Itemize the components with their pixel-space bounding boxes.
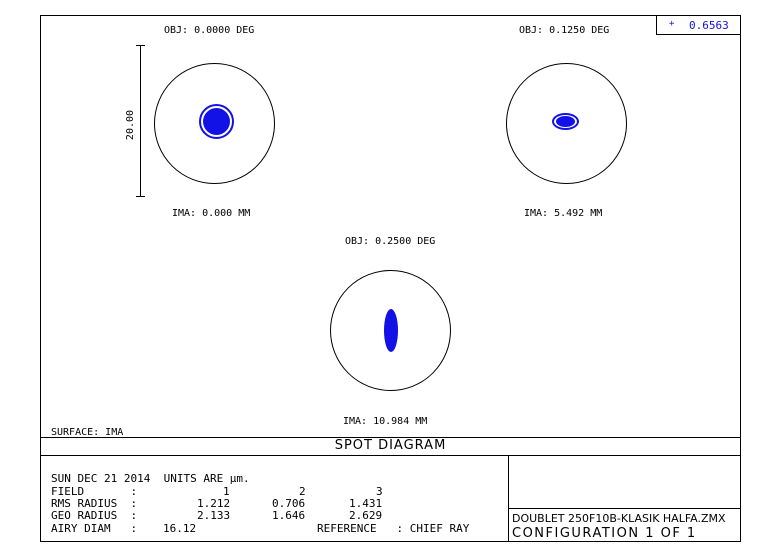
stats-field-3: 3: [376, 485, 383, 498]
stats-geo-label: GEO RADIUS :: [51, 509, 138, 522]
file-box-rule: [508, 508, 741, 509]
field-2-spot-outer: [552, 113, 579, 130]
field-1-spot-outer: [199, 104, 234, 139]
legend-wavelength: 0.6563: [689, 19, 729, 32]
field-3-airy-circle: [330, 270, 451, 391]
stats-geo-1: 2.133: [197, 509, 231, 522]
stats-date-units: SUN DEC 21 2014 UNITS ARE µm.: [51, 472, 250, 485]
field-1-spot: [203, 108, 230, 135]
stats-rms-label: RMS RADIUS :: [51, 497, 138, 510]
scale-bar-tick-bottom: [136, 196, 145, 197]
title-bottom-rule: [40, 455, 741, 456]
field-1-ima-label: IMA: 0.000 MM: [172, 208, 251, 219]
stats-rms-1: 1.212: [197, 497, 231, 510]
stats-field-label: FIELD :: [51, 485, 138, 498]
stats-airy-value: 16.12: [163, 522, 197, 535]
stats-reference: REFERENCE : CHIEF RAY: [317, 522, 470, 535]
field-2-spot: [556, 116, 575, 127]
lens-file-name: DOUBLET 250F10B-KLASIK HALFA.ZMX: [512, 512, 726, 525]
field-3-ima-label: IMA: 10.984 MM: [343, 416, 428, 427]
stats-field-1: 1: [223, 485, 230, 498]
scale-bar-label: 20.00: [125, 109, 136, 141]
stats-rms-3: 1.431: [349, 497, 383, 510]
stats-field-2: 2: [299, 485, 306, 498]
field-2-obj-label: OBJ: 0.1250 DEG: [519, 25, 610, 36]
stats-geo-2: 1.646: [272, 509, 306, 522]
field-1-obj-label: OBJ: 0.0000 DEG: [164, 25, 255, 36]
diagram-title: SPOT DIAGRAM: [334, 438, 447, 453]
wavelength-legend: + 0.6563: [656, 15, 741, 35]
info-divider: [508, 455, 509, 542]
field-2-airy-circle: [506, 63, 627, 184]
field-2-ima-label: IMA: 5.492 MM: [524, 208, 603, 219]
scale-bar: [140, 45, 141, 196]
field-1-airy-circle: [154, 63, 275, 184]
field-3-obj-label: OBJ: 0.2500 DEG: [345, 236, 436, 247]
stats-airy-label: AIRY DIAM :: [51, 522, 138, 535]
field-3-spot: [384, 309, 398, 352]
surface-label: SURFACE: IMA: [51, 427, 124, 438]
title-top-rule: [40, 437, 741, 438]
legend-marker: +: [669, 19, 675, 29]
stats-geo-3: 2.629: [349, 509, 383, 522]
plot-frame: [40, 15, 741, 542]
scale-bar-tick-top: [136, 45, 145, 46]
stats-rms-2: 0.706: [272, 497, 306, 510]
configuration-label: CONFIGURATION 1 OF 1: [512, 526, 697, 541]
